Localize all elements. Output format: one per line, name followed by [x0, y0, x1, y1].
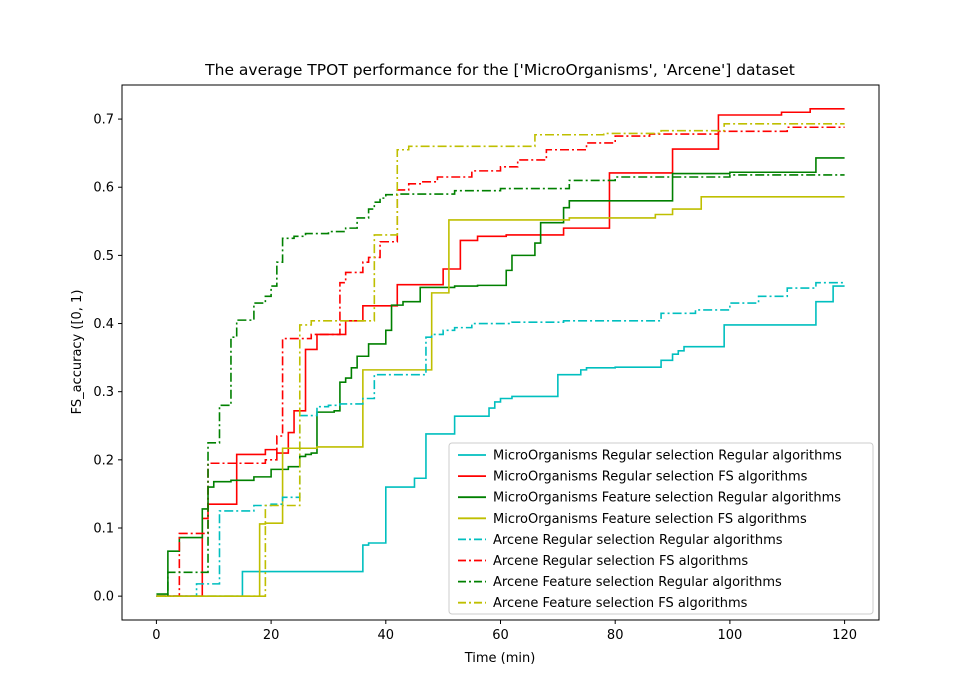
x-axis-label: Time (min): [464, 651, 536, 666]
series-line-7: [156, 174, 845, 597]
legend-entry: Arcene Feature selection FS algorithms: [493, 596, 748, 611]
y-axis: 0.0 0.1 0.2 0.3 0.4 0.5 0.6 0.7: [93, 113, 122, 605]
x-tick-label: 60: [492, 628, 509, 643]
y-tick-label: 0.1: [93, 521, 114, 536]
legend-entry: MicroOrganisms Regular selection Regular…: [493, 449, 842, 464]
y-axis-label: FS_accuracy ([0, 1): [70, 290, 85, 415]
series-line-4: [156, 195, 845, 597]
series-line-6: [156, 126, 845, 597]
legend-entry: Arcene Regular selection Regular algorit…: [493, 533, 783, 548]
legend: MicroOrganisms Regular selection Regular…: [448, 442, 874, 615]
legend-entry: MicroOrganisms Feature selection FS algo…: [493, 512, 807, 527]
y-tick-label: 0.6: [93, 181, 114, 196]
y-tick-label: 0.5: [93, 249, 114, 264]
x-tick-label: 120: [832, 628, 857, 643]
legend-frame: [448, 442, 874, 615]
legend-entry: Arcene Regular selection FS algorithms: [493, 554, 748, 569]
legend-entry: Arcene Feature selection Regular algorit…: [493, 575, 782, 590]
series-line-2: [156, 108, 845, 597]
series-line-5: [156, 281, 845, 597]
x-tick-label: 100: [717, 628, 742, 643]
x-tick-label: 80: [607, 628, 624, 643]
x-axis: 0 20 40 60 80 100 120: [152, 620, 857, 643]
series-line-8: [156, 123, 845, 597]
legend-entry: MicroOrganisms Regular selection FS algo…: [493, 470, 808, 485]
chart-title: The average TPOT performance for the ['M…: [204, 61, 795, 79]
plot-lines: [156, 108, 845, 597]
series-line-1: [156, 285, 845, 597]
y-tick-label: 0.7: [93, 113, 114, 128]
legend-entry: MicroOrganisms Feature selection Regular…: [493, 491, 841, 506]
x-tick-label: 0: [152, 628, 160, 643]
y-tick-label: 0.3: [93, 385, 114, 400]
y-tick-label: 0.0: [93, 590, 114, 605]
y-tick-label: 0.4: [93, 317, 114, 332]
y-tick-label: 0.2: [93, 453, 114, 468]
x-tick-label: 20: [263, 628, 280, 643]
x-tick-label: 40: [378, 628, 395, 643]
